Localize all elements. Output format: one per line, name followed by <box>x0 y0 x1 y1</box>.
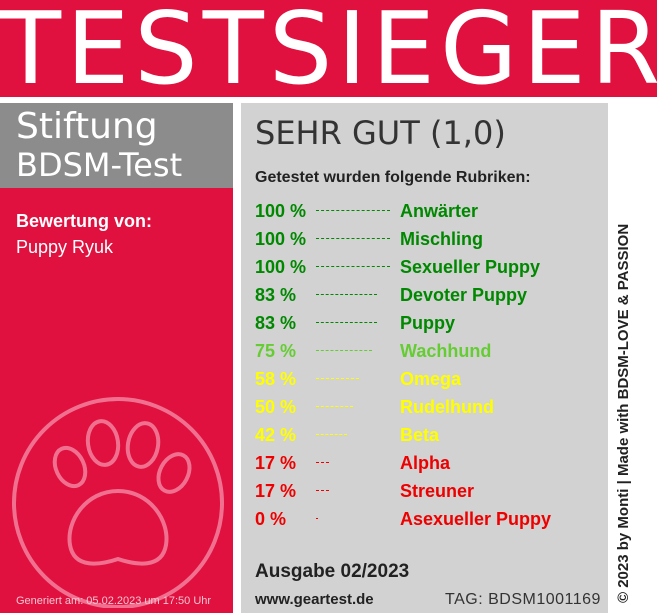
category-percent: 100 % <box>255 201 307 221</box>
brand-name-line1: Stiftung <box>16 106 158 147</box>
category-dotted-bar <box>316 434 347 435</box>
category-row: 83 % Puppy <box>255 311 605 339</box>
category-dotted-bar <box>316 462 329 463</box>
category-row: 42 % Beta <box>255 423 605 451</box>
category-percent: 83 % <box>255 285 297 305</box>
brand-name-line2: BDSM-Test <box>16 146 183 184</box>
category-label: Alpha <box>400 453 451 473</box>
category-dotted-bar <box>316 322 377 323</box>
category-percent: 17 % <box>255 453 297 473</box>
category-percent: 83 % <box>255 313 297 333</box>
category-percent: 50 % <box>255 397 297 417</box>
category-dotted-bar <box>316 490 329 491</box>
category-dotted-bar <box>316 294 377 295</box>
category-label: Omega <box>400 369 462 389</box>
brand-box: Stiftung BDSM-Test <box>0 103 233 188</box>
category-dotted-bar <box>316 266 390 267</box>
category-label: Streuner <box>400 481 475 501</box>
category-row: 100 % Anwärter <box>255 199 605 227</box>
page-title: TESTSIEGER <box>0 0 657 107</box>
category-label: Asexueller Puppy <box>400 509 552 529</box>
category-row: 100 % Mischling <box>255 227 605 255</box>
category-label: Puppy <box>400 313 456 333</box>
category-dotted-bar <box>316 378 359 379</box>
category-dotted-bar <box>316 518 318 519</box>
category-row: 75 % Wachhund <box>255 339 605 367</box>
category-percent: 100 % <box>255 229 307 249</box>
category-percent: 75 % <box>255 341 297 361</box>
category-percent: 42 % <box>255 425 297 445</box>
category-percent: 100 % <box>255 257 307 277</box>
header-banner: TESTSIEGER <box>0 0 657 104</box>
category-row: 58 % Omega <box>255 367 605 395</box>
category-label: Wachhund <box>400 341 492 361</box>
category-dotted-bar <box>316 406 353 407</box>
grade-heading: SEHR GUT (1,0) <box>255 114 506 152</box>
category-percent: 58 % <box>255 369 297 389</box>
paw-icon <box>12 397 224 608</box>
category-label: Beta <box>400 425 440 445</box>
category-row: 50 % Rudelhund <box>255 395 605 423</box>
category-label: Rudelhund <box>400 397 494 417</box>
results-panel: SEHR GUT (1,0) Getestet wurden folgende … <box>241 103 608 613</box>
rubrik-heading: Getestet wurden folgende Rubriken: <box>255 169 531 186</box>
category-list: 100 % Anwärter 100 % Mischling 100 % Sexuelle… <box>255 199 605 535</box>
website-link[interactable]: www.geartest.de <box>255 591 374 608</box>
category-dotted-bar <box>316 210 390 211</box>
category-label: Anwärter <box>400 201 479 221</box>
review-label: Bewertung von: <box>16 211 153 231</box>
category-label: Mischling <box>400 229 484 249</box>
category-percent: 17 % <box>255 481 297 501</box>
category-dotted-bar <box>316 350 372 351</box>
category-row: 83 % Devoter Puppy <box>255 283 605 311</box>
tag-id: TAG: BDSM1001169 <box>445 591 601 608</box>
category-dotted-bar <box>316 238 390 239</box>
category-row: 17 % Alpha <box>255 451 605 479</box>
category-label: Devoter Puppy <box>400 285 528 305</box>
category-percent: 0 % <box>255 509 287 529</box>
generated-timestamp: Generiert am: 05.02.2023 um 17:50 Uhr <box>16 595 212 607</box>
copyright-text: © 2023 by Monti | Made with BDSM-LOVE & … <box>615 223 632 603</box>
category-row: 17 % Streuner <box>255 479 605 507</box>
reviewer-name: Puppy Ryuk <box>16 237 114 257</box>
category-row: 100 % Sexueller Puppy <box>255 255 605 283</box>
issue-label: Ausgabe 02/2023 <box>255 561 410 582</box>
left-panel: Stiftung BDSM-Test Bewertung von: Puppy … <box>0 103 233 613</box>
category-label: Sexueller Puppy <box>400 257 541 277</box>
category-row: 0 % Asexueller Puppy <box>255 507 605 535</box>
